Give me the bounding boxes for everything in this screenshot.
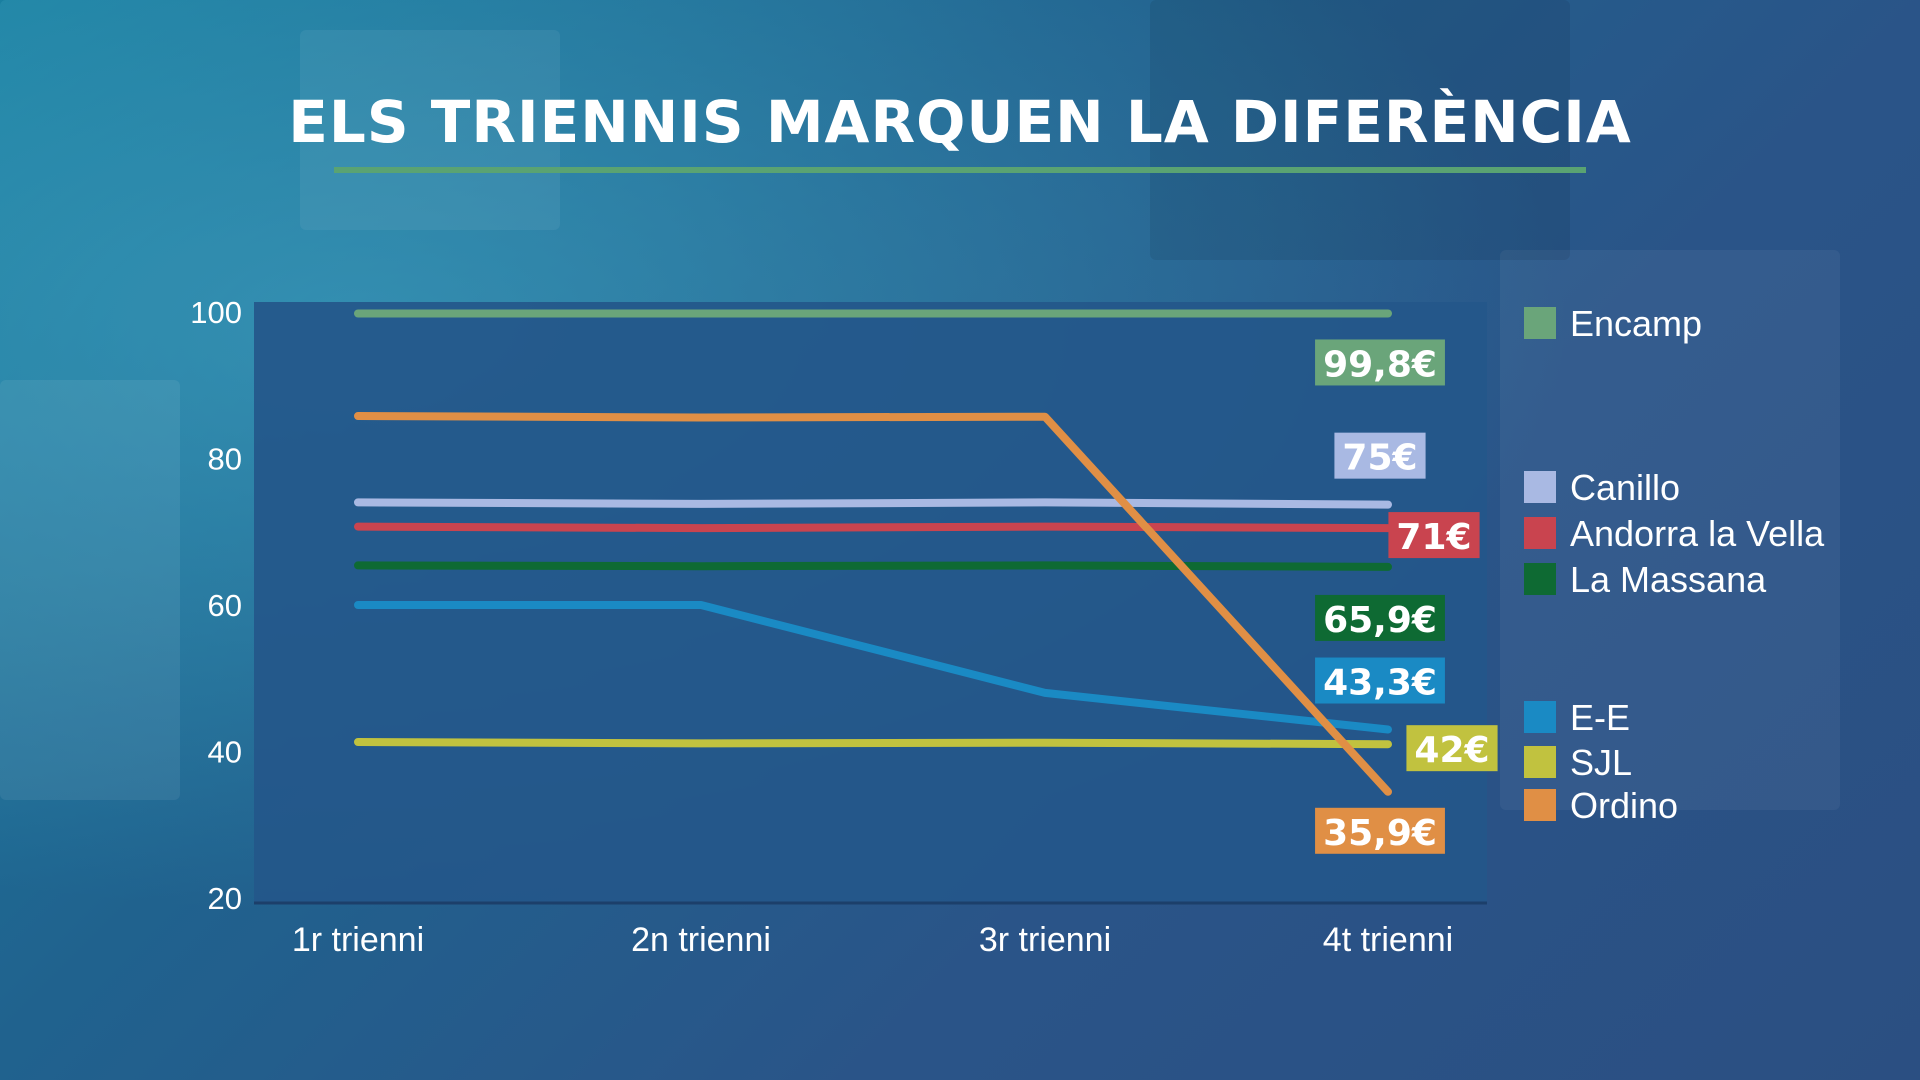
- background-panel: [1150, 0, 1570, 260]
- data-label-box: [1315, 339, 1445, 386]
- y-tick-label: 60: [208, 588, 242, 623]
- legend-swatch: [1524, 563, 1556, 595]
- data-label-text: 42€: [1414, 730, 1489, 771]
- legend-swatch: [1524, 517, 1556, 549]
- data-label-ordino: 35,9€: [1315, 807, 1445, 854]
- legend-swatch: [1524, 701, 1556, 733]
- legend-label: La Massana: [1570, 559, 1767, 600]
- x-tick-label: 3r trienni: [979, 921, 1111, 959]
- legend-label: E-E: [1570, 697, 1630, 738]
- legend-swatch: [1524, 471, 1556, 503]
- legend-label: Ordino: [1570, 785, 1678, 826]
- data-label-canillo: 75€: [1334, 432, 1426, 479]
- legend-swatch: [1524, 789, 1556, 821]
- data-label-text: 71€: [1396, 517, 1471, 558]
- background-panel: [1500, 250, 1840, 810]
- data-label-text: 65,9€: [1323, 600, 1437, 641]
- data-label-box: [1406, 725, 1498, 772]
- data-label-andorra-la-vella: 71€: [1388, 512, 1480, 559]
- y-tick-label: 20: [208, 881, 242, 916]
- chart-title: ELS TRIENNIS MARQUEN LA DIFERÈNCIA: [288, 88, 1632, 156]
- data-label-encamp: 99,8€: [1315, 339, 1445, 386]
- data-label-text: 35,9€: [1323, 813, 1437, 854]
- y-tick-label: 40: [208, 735, 242, 770]
- legend-label: Andorra la Vella: [1570, 513, 1825, 554]
- data-label-text: 43,3€: [1323, 663, 1437, 704]
- series-line-la-massana: [354, 561, 1392, 571]
- series-line-andorra-la-vella: [354, 522, 1392, 533]
- legend-label: Canillo: [1570, 467, 1680, 508]
- legend-swatch: [1524, 746, 1556, 778]
- background-panel: [0, 380, 180, 800]
- series-line-e-e: [354, 601, 1392, 734]
- legend-label: Encamp: [1570, 303, 1702, 344]
- series-line-ordino: [354, 412, 1392, 796]
- data-label-text: 99,8€: [1323, 344, 1437, 385]
- x-tick-label: 1r trienni: [292, 921, 424, 959]
- y-tick-label: 100: [190, 295, 242, 330]
- x-tick-label: 2n trienni: [631, 921, 771, 959]
- data-label-la-massana: 65,9€: [1315, 594, 1445, 641]
- legend-label: SJL: [1570, 742, 1632, 783]
- y-tick-label: 80: [208, 442, 242, 477]
- data-label-e-e: 43,3€: [1315, 657, 1445, 704]
- data-label-sjl: 42€: [1406, 725, 1498, 772]
- data-label-box: [1334, 432, 1426, 479]
- data-label-text: 75€: [1342, 438, 1417, 479]
- title-underline: [334, 167, 1586, 173]
- x-tick-label: 4t trienni: [1323, 921, 1453, 959]
- data-label-box: [1388, 512, 1480, 559]
- series-line-sjl: [354, 738, 1392, 749]
- series-line-canillo: [354, 498, 1392, 509]
- data-label-box: [1315, 657, 1445, 704]
- legend-swatch: [1524, 307, 1556, 339]
- data-label-box: [1315, 807, 1445, 854]
- background-panel: [300, 30, 560, 230]
- data-label-box: [1315, 594, 1445, 641]
